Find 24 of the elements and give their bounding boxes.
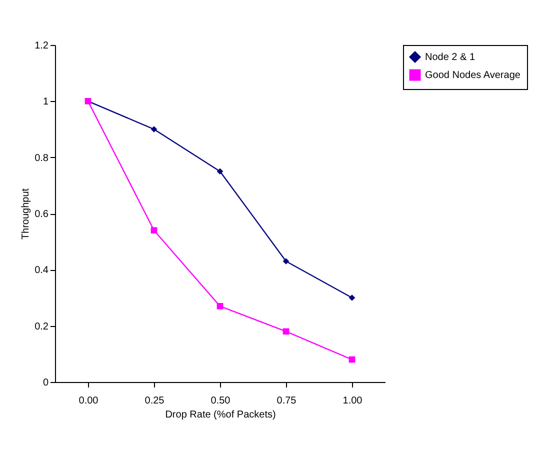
x-tick-label: 0.50: [210, 396, 231, 406]
y-tick-label: 0.4: [34, 265, 49, 276]
point: [216, 303, 224, 310]
y-tick-label: 0.6: [34, 209, 49, 220]
point: [282, 258, 290, 264]
y-tick-label: 1: [42, 96, 49, 108]
point: [282, 328, 290, 335]
point: [150, 227, 158, 234]
point: [348, 356, 356, 363]
x-axis-title: Drop Rate (%of Packets): [165, 410, 276, 420]
x-tick-label: 0.25: [144, 396, 165, 406]
y-tick-label: 0: [42, 378, 49, 388]
y-axis-title: Throughput: [20, 188, 32, 240]
point: [348, 294, 356, 301]
legend-label: Node 2 & 1: [425, 52, 476, 63]
y-tick-label: 0.8: [34, 152, 49, 164]
x-tick-label: 0.00: [78, 396, 99, 406]
point: [150, 126, 158, 132]
legend-label: Good Nodes Average: [425, 70, 521, 81]
x-tick-label: 0.75: [276, 396, 297, 406]
y-tick-label: 0.2: [34, 321, 49, 332]
x-tick-label: 1.00: [342, 396, 363, 406]
y-tick-label: 1.2: [34, 40, 49, 52]
point: [216, 168, 224, 175]
